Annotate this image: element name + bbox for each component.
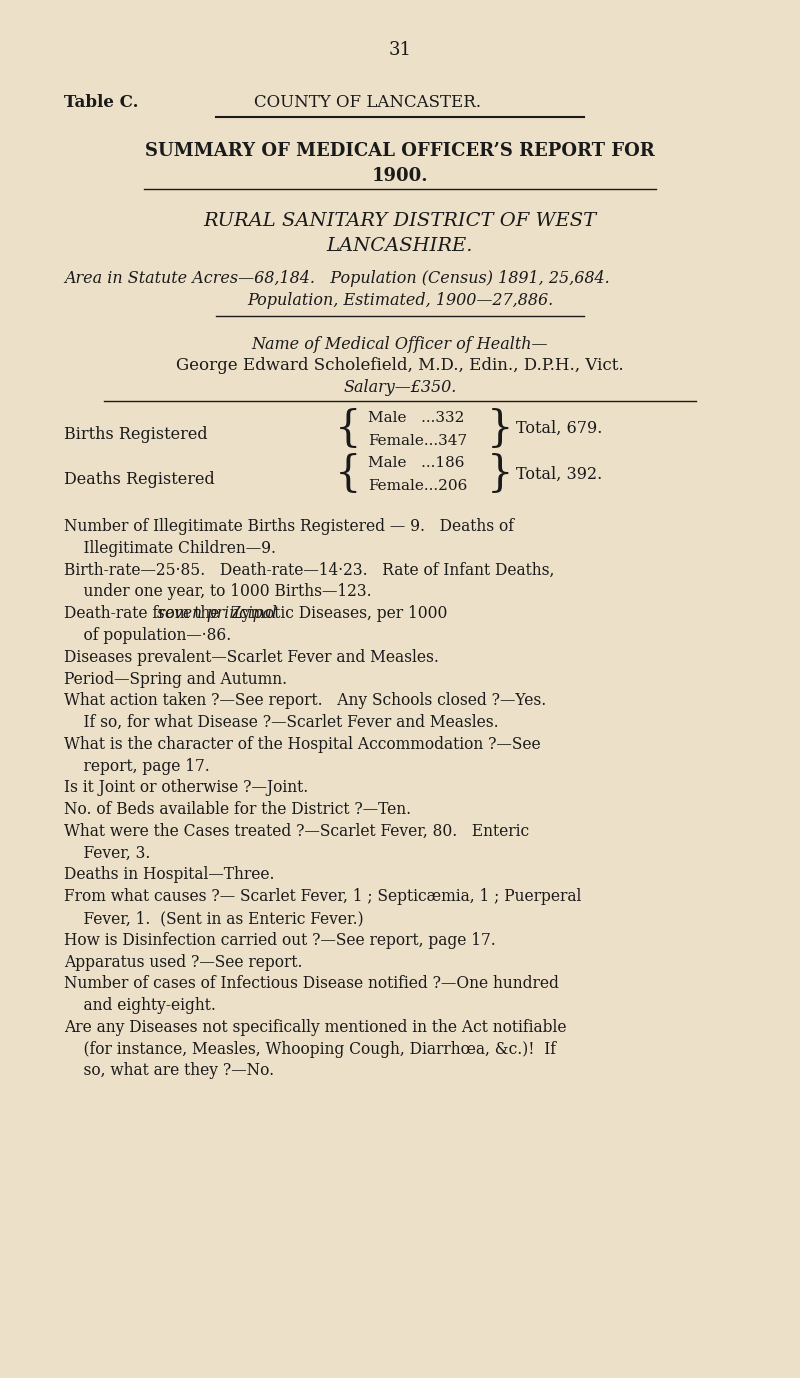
Text: Diseases prevalent—Scarlet Fever and Measles.: Diseases prevalent—Scarlet Fever and Mea… <box>64 649 439 666</box>
Text: Table C.: Table C. <box>64 94 138 110</box>
Text: LANCASHIRE.: LANCASHIRE. <box>326 237 474 255</box>
Text: Birth-rate—25·85.   Death-rate—14·23.   Rate of Infant Deaths,: Birth-rate—25·85. Death-rate—14·23. Rate… <box>64 562 554 579</box>
Text: (for instance, Measles, Whooping Cough, Diarrhœa, &c.)!  If: (for instance, Measles, Whooping Cough, … <box>64 1040 556 1058</box>
Text: George Edward Scholefield, M.D., Edin., D.P.H., Vict.: George Edward Scholefield, M.D., Edin., … <box>176 357 624 373</box>
Text: If so, for what Disease ?—Scarlet Fever and Measles.: If so, for what Disease ?—Scarlet Fever … <box>64 714 498 732</box>
Text: Male   ...332: Male ...332 <box>368 411 464 424</box>
Text: SUMMARY OF MEDICAL OFFICER’S REPORT FOR: SUMMARY OF MEDICAL OFFICER’S REPORT FOR <box>145 142 655 160</box>
Text: {: { <box>334 408 362 449</box>
Text: Total, 392.: Total, 392. <box>516 466 602 482</box>
Text: What were the Cases treated ?—Scarlet Fever, 80.   Enteric: What were the Cases treated ?—Scarlet Fe… <box>64 823 529 841</box>
Text: Female...347: Female...347 <box>368 434 467 448</box>
Text: Total, 679.: Total, 679. <box>516 420 602 437</box>
Text: Male   ...186: Male ...186 <box>368 456 465 470</box>
Text: }: } <box>486 453 514 495</box>
Text: }: } <box>486 408 514 449</box>
Text: Births Registered: Births Registered <box>64 426 208 442</box>
Text: From what causes ?— Scarlet Fever, 1 ; Septicæmia, 1 ; Puerperal: From what causes ?— Scarlet Fever, 1 ; S… <box>64 889 582 905</box>
Text: No. of Beds available for the District ?—Ten.: No. of Beds available for the District ?… <box>64 801 411 819</box>
Text: How is Disinfection carried out ?—See report, page 17.: How is Disinfection carried out ?—See re… <box>64 932 496 949</box>
Text: Fever, 3.: Fever, 3. <box>64 845 150 861</box>
Text: report, page 17.: report, page 17. <box>64 758 210 774</box>
Text: Zymotic Diseases, per 1000: Zymotic Diseases, per 1000 <box>226 605 448 623</box>
Text: RURAL SANITARY DISTRICT OF WEST: RURAL SANITARY DISTRICT OF WEST <box>203 212 597 230</box>
Text: seven principal: seven principal <box>157 605 277 623</box>
Text: Salary—£350.: Salary—£350. <box>343 379 457 395</box>
Text: Is it Joint or otherwise ?—Joint.: Is it Joint or otherwise ?—Joint. <box>64 780 308 796</box>
Text: Number of Illegitimate Births Registered — 9.   Deaths of: Number of Illegitimate Births Registered… <box>64 518 514 535</box>
Text: of population—·86.: of population—·86. <box>64 627 231 644</box>
Text: COUNTY OF LANCASTER.: COUNTY OF LANCASTER. <box>254 94 482 110</box>
Text: Apparatus used ?—See report.: Apparatus used ?—See report. <box>64 954 302 970</box>
Text: Are any Diseases not specifically mentioned in the Act notifiable: Are any Diseases not specifically mentio… <box>64 1018 566 1036</box>
Text: Female...206: Female...206 <box>368 480 467 493</box>
Text: so, what are they ?—No.: so, what are they ?—No. <box>64 1062 274 1079</box>
Text: Number of cases of Infectious Disease notified ?—One hundred: Number of cases of Infectious Disease no… <box>64 976 559 992</box>
Text: Death-rate from the: Death-rate from the <box>64 605 224 623</box>
Text: Population, Estimated, 1900—27,886.: Population, Estimated, 1900—27,886. <box>247 292 553 309</box>
Text: Name of Medical Officer of Health—: Name of Medical Officer of Health— <box>252 336 548 353</box>
Text: Period—Spring and Autumn.: Period—Spring and Autumn. <box>64 671 287 688</box>
Text: 31: 31 <box>389 41 411 59</box>
Text: What action taken ?—See report.   Any Schools closed ?—Yes.: What action taken ?—See report. Any Scho… <box>64 692 546 710</box>
Text: and eighty-eight.: and eighty-eight. <box>64 998 216 1014</box>
Text: 1900.: 1900. <box>372 167 428 185</box>
Text: What is the character of the Hospital Accommodation ?—See: What is the character of the Hospital Ac… <box>64 736 541 752</box>
Text: Fever, 1.  (Sent in as Enteric Fever.): Fever, 1. (Sent in as Enteric Fever.) <box>64 909 364 927</box>
Text: Deaths Registered: Deaths Registered <box>64 471 214 488</box>
Text: Illegitimate Children—9.: Illegitimate Children—9. <box>64 540 276 557</box>
Text: Deaths in Hospital—Three.: Deaths in Hospital—Three. <box>64 867 274 883</box>
Text: Area in Statute Acres—68,184.   Population (Census) 1891, 25,684.: Area in Statute Acres—68,184. Population… <box>64 270 610 287</box>
Text: {: { <box>334 453 362 495</box>
Text: under one year, to 1000 Births—123.: under one year, to 1000 Births—123. <box>64 583 372 601</box>
